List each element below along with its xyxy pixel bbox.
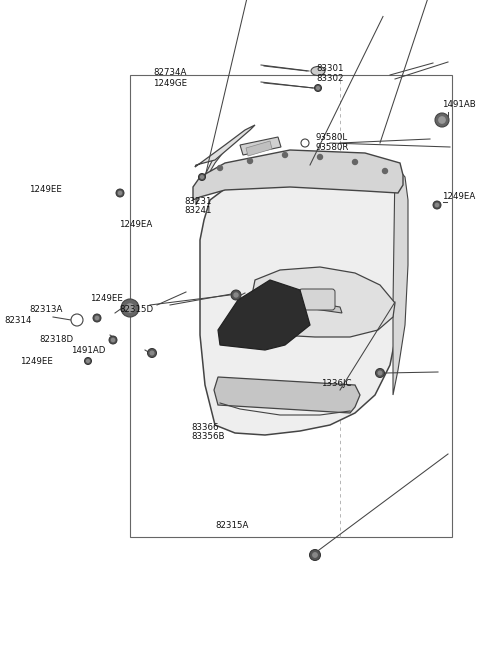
Circle shape <box>435 113 449 127</box>
Text: 1491AD: 1491AD <box>71 346 106 355</box>
Circle shape <box>231 290 241 300</box>
Circle shape <box>313 553 317 557</box>
Circle shape <box>433 201 441 209</box>
Circle shape <box>283 153 288 157</box>
Bar <box>130 75 452 537</box>
Text: 83301: 83301 <box>317 64 344 73</box>
Polygon shape <box>218 280 310 350</box>
Circle shape <box>126 304 134 312</box>
Text: 1249EE: 1249EE <box>90 293 123 303</box>
Circle shape <box>71 314 83 326</box>
Circle shape <box>96 316 98 320</box>
Circle shape <box>314 84 322 92</box>
Polygon shape <box>214 377 360 413</box>
Circle shape <box>383 168 387 174</box>
Circle shape <box>86 360 89 362</box>
Text: 82314: 82314 <box>5 316 32 326</box>
Polygon shape <box>246 141 272 156</box>
Polygon shape <box>298 300 342 313</box>
Text: 83356B: 83356B <box>191 432 225 441</box>
Circle shape <box>234 293 238 297</box>
Text: 1249EA: 1249EA <box>442 192 475 201</box>
Text: 82318D: 82318D <box>40 335 74 344</box>
Circle shape <box>378 371 382 375</box>
Circle shape <box>111 339 115 342</box>
Polygon shape <box>240 137 281 155</box>
Text: 82315A: 82315A <box>215 521 249 530</box>
Text: 83366: 83366 <box>191 422 218 432</box>
Circle shape <box>248 159 252 164</box>
Text: 83302: 83302 <box>317 74 344 83</box>
Circle shape <box>317 155 323 160</box>
Text: 1249EA: 1249EA <box>119 220 152 229</box>
Circle shape <box>375 369 384 377</box>
Circle shape <box>352 160 358 164</box>
Polygon shape <box>193 150 403 200</box>
Polygon shape <box>196 145 230 205</box>
Circle shape <box>310 550 321 561</box>
Circle shape <box>201 176 204 178</box>
Polygon shape <box>250 267 395 337</box>
Text: 82315D: 82315D <box>119 305 153 314</box>
Text: 1249EE: 1249EE <box>20 357 53 366</box>
FancyBboxPatch shape <box>299 289 335 310</box>
Text: 1249GE: 1249GE <box>153 79 187 88</box>
Circle shape <box>317 86 319 89</box>
Circle shape <box>116 189 124 197</box>
Text: 83231: 83231 <box>185 196 212 206</box>
Circle shape <box>147 348 156 358</box>
Polygon shape <box>195 125 255 167</box>
Circle shape <box>217 166 223 170</box>
Polygon shape <box>393 165 408 395</box>
Circle shape <box>84 358 92 364</box>
Text: 93580L: 93580L <box>316 133 348 142</box>
Text: 83241: 83241 <box>185 206 212 215</box>
Circle shape <box>109 336 117 344</box>
Circle shape <box>121 299 139 317</box>
Text: 82734A: 82734A <box>154 67 187 77</box>
Circle shape <box>301 139 309 147</box>
Circle shape <box>439 117 445 123</box>
Text: 82313A: 82313A <box>30 305 63 314</box>
Circle shape <box>199 174 205 181</box>
Ellipse shape <box>311 67 325 75</box>
Circle shape <box>435 204 439 206</box>
Circle shape <box>150 351 154 355</box>
Circle shape <box>93 314 101 322</box>
Text: 1336JC: 1336JC <box>321 379 351 388</box>
Circle shape <box>119 191 121 195</box>
Text: 1491AB: 1491AB <box>442 100 475 109</box>
Text: 1249EE: 1249EE <box>29 185 61 195</box>
Polygon shape <box>200 159 403 435</box>
Text: 93580R: 93580R <box>316 143 349 152</box>
